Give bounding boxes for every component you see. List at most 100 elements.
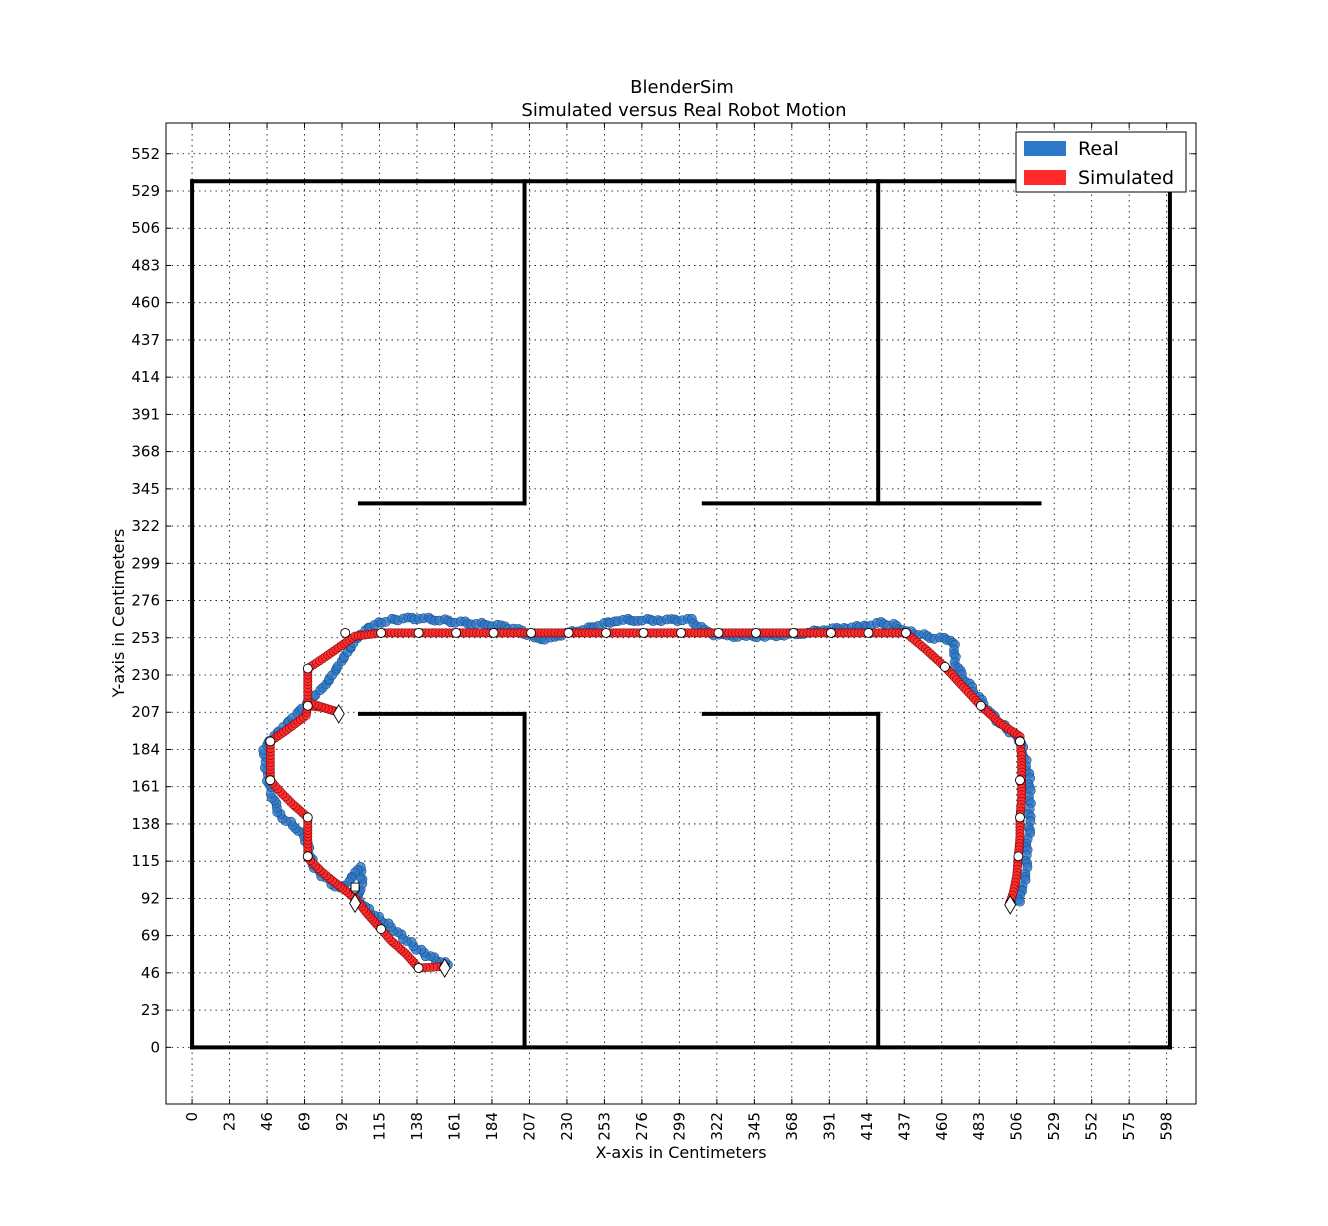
waypoint-circle — [1015, 736, 1025, 747]
waypoint-circle — [863, 627, 874, 638]
x-tick-label: 115 — [370, 1112, 388, 1141]
waypoint-circle — [413, 963, 424, 973]
waypoint-circle — [825, 627, 836, 638]
waypoint-circle — [451, 627, 462, 638]
waypoint-diamond — [438, 958, 451, 978]
x-tick-label: 483 — [970, 1112, 988, 1141]
x-tick-label: 230 — [558, 1112, 576, 1141]
y-tick-label: 414 — [131, 368, 160, 386]
y-axis-ticks: 0 23 46 69 92 115 138 161 184 207 230 253 276 299 322 3… — [131, 145, 1196, 1056]
waypoint-circle — [676, 627, 686, 638]
y-tick-label: 207 — [131, 703, 160, 721]
y-tick-label: 483 — [131, 256, 160, 274]
waypoint-diamond — [1004, 895, 1017, 915]
waypoint-circle — [302, 812, 313, 823]
waypoint-circle — [302, 700, 313, 711]
x-axis-label: X-axis in Centimeters — [595, 1143, 766, 1162]
waypoint-circle — [1013, 851, 1024, 862]
waypoint-diamond — [332, 704, 345, 724]
waypoint-circle — [751, 627, 761, 638]
y-tick-label: 46 — [141, 964, 160, 982]
y-tick-label: 552 — [131, 145, 160, 163]
y-tick-label: 460 — [131, 294, 160, 312]
y-tick-label: 230 — [131, 666, 160, 684]
y-axis-label: Y-axis in Centimeters — [109, 529, 128, 699]
x-tick-label: 0 — [183, 1112, 201, 1122]
walls — [190, 179, 1172, 1050]
y-tick-label: 437 — [131, 331, 160, 349]
waypoint-circle — [413, 627, 424, 638]
waypoint-circle — [975, 700, 986, 711]
waypoint-circle — [940, 661, 950, 672]
x-tick-label: 253 — [595, 1112, 613, 1141]
x-tick-label: 368 — [783, 1112, 801, 1141]
waypoint-circle — [488, 627, 499, 638]
x-tick-label: 161 — [445, 1112, 463, 1141]
waypoint-circle — [265, 775, 276, 786]
waypoint-circle — [1015, 812, 1025, 823]
legend: Real Simulated — [1015, 131, 1187, 193]
x-tick-label: 138 — [408, 1112, 426, 1141]
waypoint-square — [350, 882, 360, 892]
x-tick-label: 69 — [296, 1112, 314, 1131]
y-tick-label: 115 — [131, 852, 160, 870]
x-tick-label: 391 — [820, 1112, 838, 1141]
waypoint-circle — [788, 627, 799, 638]
x-tick-label: 207 — [520, 1112, 538, 1141]
waypoint-circle — [563, 627, 574, 638]
plot-frame — [165, 122, 1197, 1105]
waypoint-markers — [265, 627, 1025, 978]
y-tick-label: 322 — [131, 517, 160, 535]
y-tick-label: 368 — [131, 443, 160, 461]
y-tick-label: 69 — [141, 927, 160, 945]
y-tick-label: 253 — [131, 629, 160, 647]
x-tick-label: 184 — [483, 1112, 501, 1141]
waypoint-circle — [900, 627, 911, 638]
y-tick-label: 161 — [131, 778, 160, 796]
waypoint-circle — [265, 736, 276, 747]
x-tick-label: 345 — [745, 1112, 763, 1141]
waypoint-circle — [376, 924, 387, 935]
x-tick-label: 460 — [933, 1112, 951, 1141]
y-tick-label: 506 — [131, 219, 160, 237]
x-tick-label: 437 — [895, 1112, 913, 1141]
waypoint-circle — [376, 627, 387, 638]
waypoint-circle — [601, 627, 611, 638]
waypoint-circle — [1015, 775, 1025, 786]
waypoint-circle — [713, 627, 724, 638]
y-tick-label: 299 — [131, 554, 160, 572]
waypoint-diamond — [349, 893, 362, 914]
y-tick-label: 391 — [131, 405, 160, 423]
x-tick-label: 46 — [258, 1112, 276, 1131]
legend-label-simulated: Simulated — [1078, 167, 1174, 189]
y-tick-label: 276 — [131, 592, 160, 610]
legend-swatch-simulated — [1024, 170, 1066, 185]
waypoint-circle — [526, 627, 537, 638]
x-tick-label: 552 — [1083, 1112, 1101, 1141]
y-tick-label: 184 — [131, 740, 160, 758]
y-tick-label: 529 — [131, 182, 160, 200]
x-tick-label: 414 — [858, 1112, 876, 1141]
x-tick-label: 276 — [633, 1112, 651, 1141]
legend-label-real: Real — [1078, 138, 1119, 160]
waypoint-circle — [302, 851, 313, 862]
y-tick-label: 138 — [131, 815, 160, 833]
chart-subtitle: Simulated versus Real Robot Motion — [521, 100, 846, 121]
x-tick-label: 575 — [1120, 1112, 1138, 1141]
x-tick-label: 506 — [1008, 1112, 1026, 1141]
y-tick-label: 345 — [131, 480, 160, 498]
x-tick-label: 598 — [1158, 1112, 1176, 1141]
waypoint-circle — [638, 627, 649, 638]
y-tick-label: 92 — [141, 889, 160, 907]
x-tick-label: 299 — [670, 1112, 688, 1141]
x-axis-ticks: 0 23 46 69 92 115 138 161 184 207 230 253 276 299 322 3… — [183, 123, 1176, 1141]
waypoint-circle — [340, 627, 351, 638]
real-point — [1015, 896, 1025, 907]
y-tick-label: 0 — [150, 1038, 160, 1056]
x-tick-label: 529 — [1045, 1112, 1063, 1141]
x-tick-label: 322 — [708, 1112, 726, 1141]
x-tick-label: 23 — [221, 1112, 239, 1131]
y-tick-label: 23 — [141, 1001, 160, 1019]
